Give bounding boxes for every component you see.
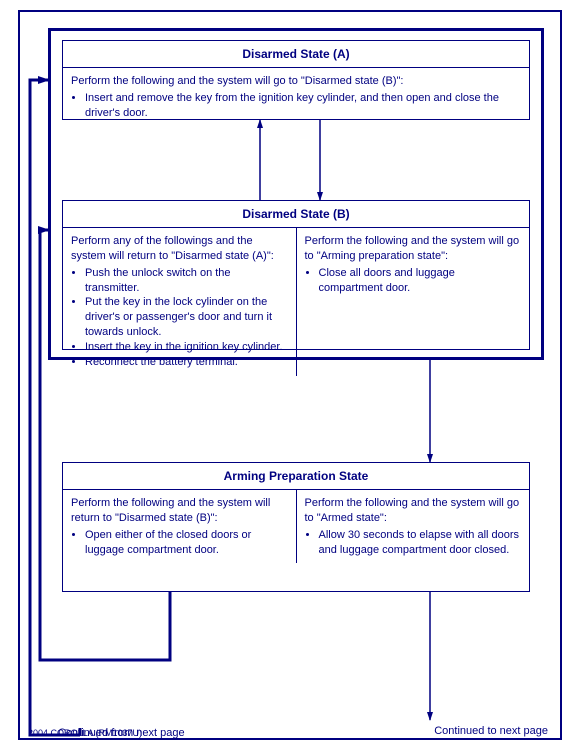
bullet-item: Insert and remove the key from the ignit…	[85, 91, 521, 121]
state-c-right-intro: Perform the following and the system wil…	[305, 497, 520, 524]
state-b-title: Disarmed State (B)	[63, 201, 529, 228]
state-a-title: Disarmed State (A)	[63, 41, 529, 68]
state-c-left-col: Perform the following and the system wil…	[63, 490, 296, 563]
state-b-right-intro: Perform the following and the system wil…	[305, 235, 520, 262]
state-c-left-intro: Perform the following and the system wil…	[71, 497, 270, 524]
state-b-right-col: Perform the following and the system wil…	[296, 228, 530, 376]
state-c-right-col: Perform the following and the system wil…	[296, 490, 530, 563]
state-b-right-bullets: Close all doors and luggage compartment …	[305, 266, 522, 296]
state-c-left-bullets: Open either of the closed doors or lugga…	[71, 528, 288, 558]
bullet-item: Put the key in the lock cylinder on the …	[85, 295, 288, 340]
footer-right-continued: Continued to next page	[434, 725, 548, 737]
bullet-item: Push the unlock switch on the transmitte…	[85, 266, 288, 296]
state-c-right-bullets: Allow 30 seconds to elapse with all door…	[305, 528, 522, 558]
state-b-box: Disarmed State (B) Perform any of the fo…	[62, 200, 530, 350]
footer-left-continued: Continued from next page	[58, 727, 185, 739]
bullet-item: Close all doors and luggage compartment …	[319, 266, 522, 296]
page: Disarmed State (A) Perform the following…	[0, 0, 576, 754]
state-c-body: Perform the following and the system wil…	[63, 490, 529, 563]
state-a-bullets: Insert and remove the key from the ignit…	[71, 91, 521, 121]
state-c-box: Arming Preparation State Perform the fol…	[62, 462, 530, 592]
state-c-title: Arming Preparation State	[63, 463, 529, 490]
bullet-item: Reconnect the battery terminal.	[85, 355, 288, 370]
bullet-item: Insert the key in the ignition key cylin…	[85, 340, 288, 355]
state-a-body: Perform the following and the system wil…	[63, 68, 529, 127]
bullet-item: Open either of the closed doors or lugga…	[85, 528, 288, 558]
state-a-box: Disarmed State (A) Perform the following…	[62, 40, 530, 120]
state-b-left-intro: Perform any of the followings and the sy…	[71, 235, 274, 262]
state-b-left-bullets: Push the unlock switch on the transmitte…	[71, 266, 288, 370]
state-b-body: Perform any of the followings and the sy…	[63, 228, 529, 376]
state-b-left-col: Perform any of the followings and the sy…	[63, 228, 296, 376]
bullet-item: Allow 30 seconds to elapse with all door…	[319, 528, 522, 558]
state-a-intro: Perform the following and the system wil…	[71, 75, 403, 87]
